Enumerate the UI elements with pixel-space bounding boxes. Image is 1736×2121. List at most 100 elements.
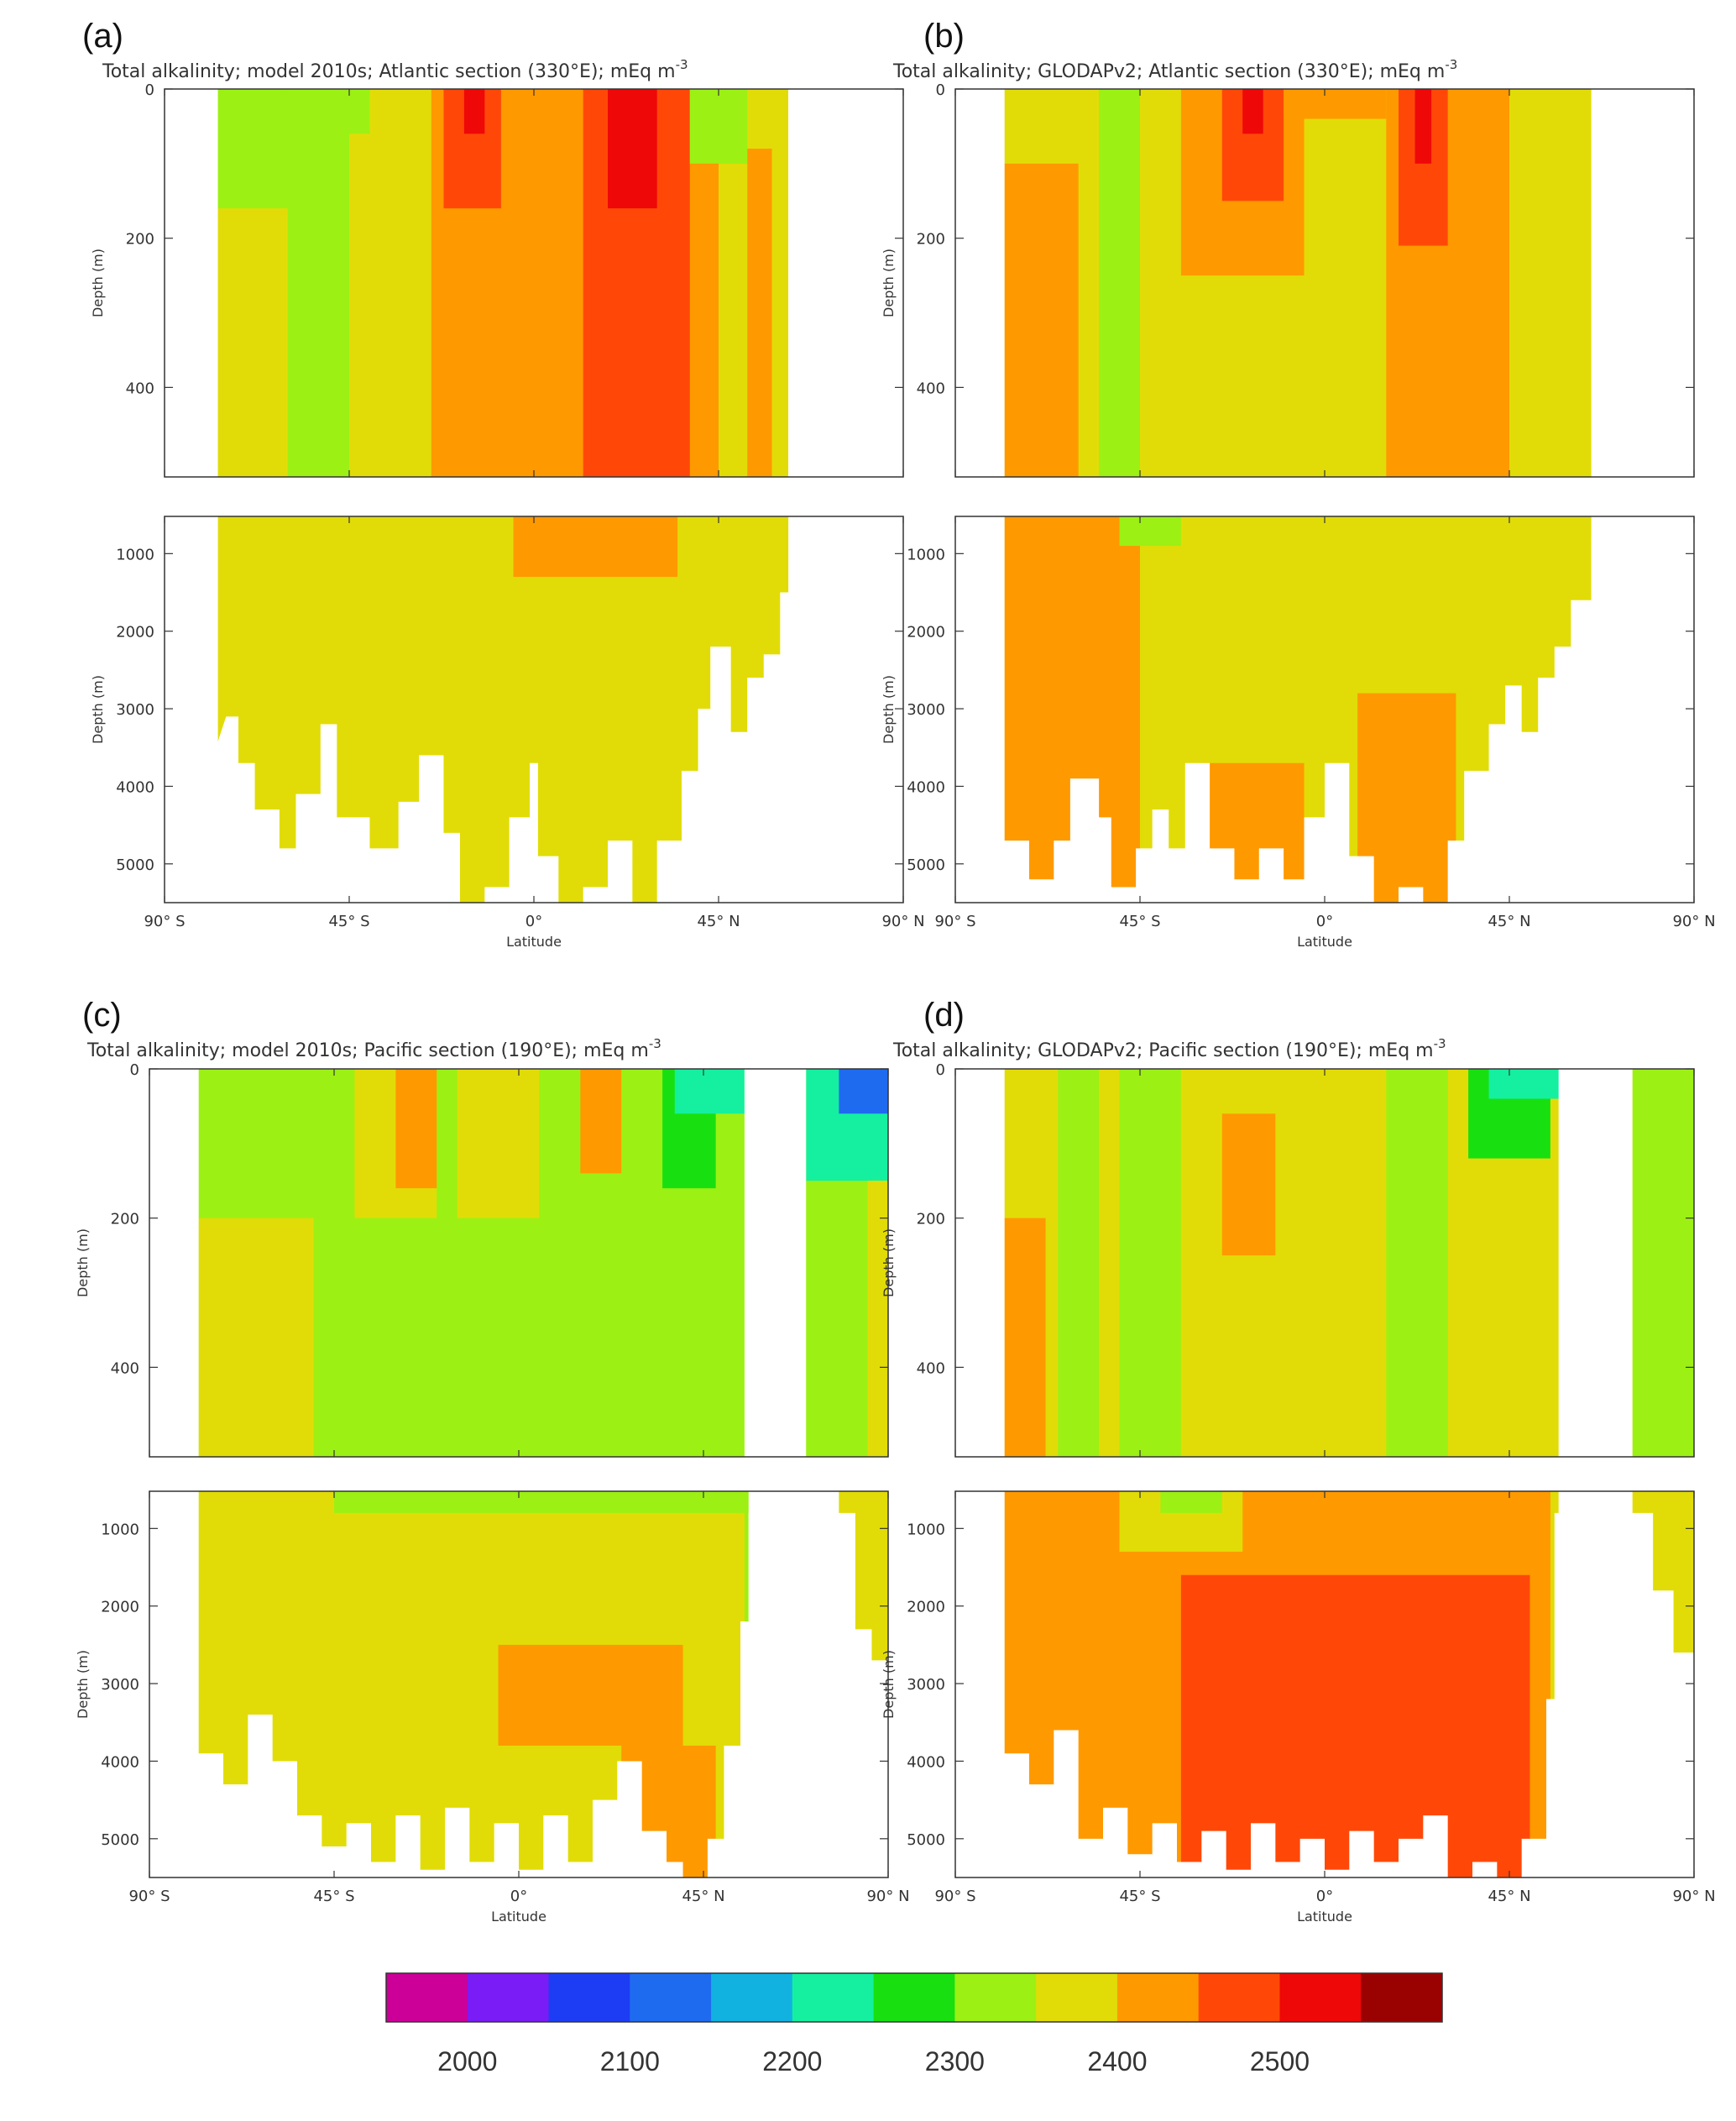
y-tick-label: 2000 — [116, 624, 154, 642]
colorbar-swatch — [1036, 1973, 1118, 2022]
field-zone — [198, 1218, 314, 1457]
colorbar-swatch — [1279, 1973, 1362, 2022]
x-axis-label: Latitude — [1297, 934, 1352, 950]
panel-title: Total alkalinity; model 2010s; Pacific s… — [86, 1036, 661, 1061]
colorbar-swatch — [1116, 1973, 1200, 2022]
colorbar-tick-label: 2200 — [762, 2046, 822, 2076]
land-mask — [1558, 1069, 1633, 1457]
panel-label: (b) — [923, 18, 965, 55]
y-tick-label: 400 — [917, 380, 945, 397]
colorbar-swatch — [630, 1973, 712, 2022]
land-mask — [165, 89, 218, 477]
field-zone — [1099, 89, 1140, 477]
field-zone — [1119, 1069, 1181, 1457]
field-zone — [689, 89, 748, 164]
y-tick-label: 1000 — [907, 1521, 945, 1538]
x-tick-label: 45° N — [697, 913, 740, 930]
x-tick-label: 90° S — [144, 913, 185, 930]
colorbar-swatch — [873, 1973, 955, 2022]
land-mask — [955, 516, 1005, 903]
y-tick-label: 3000 — [116, 701, 154, 719]
x-tick-label: 45° S — [313, 1888, 354, 1905]
x-tick-label: 90° N — [881, 913, 924, 930]
y-tick-label: 5000 — [116, 856, 154, 874]
colorbar-swatch — [711, 1973, 793, 2022]
panel-title: Total alkalinity; model 2010s; Atlantic … — [102, 57, 688, 82]
x-tick-label: 0° — [1316, 1888, 1333, 1905]
panel-label: (d) — [923, 997, 965, 1034]
field-zone — [867, 1181, 888, 1457]
title-text: Total alkalinity; model 2010s; Pacific s… — [86, 1040, 649, 1061]
y-tick-label: 1000 — [907, 546, 945, 563]
y-tick-label: 2000 — [907, 624, 945, 642]
colorbar-frame — [385, 1972, 1443, 2023]
title-exponent: -3 — [1445, 57, 1457, 72]
y-tick-label: 2000 — [101, 1599, 139, 1616]
field-zone — [498, 1644, 683, 1746]
y-tick-label: 400 — [111, 1359, 139, 1377]
colorbar-tick-label: 2400 — [1087, 2046, 1147, 2076]
x-tick-label: 45° S — [328, 913, 369, 930]
field-zone — [1004, 1218, 1046, 1457]
seafloor-mask — [956, 537, 1694, 903]
title-text: Total alkalinity; model 2010s; Atlantic … — [102, 61, 676, 82]
y-tick-label: 4000 — [907, 778, 945, 796]
y-axis-label: Depth (m) — [881, 1650, 897, 1719]
y-tick-label: 200 — [111, 1211, 139, 1228]
y-tick-label: 1000 — [116, 546, 154, 563]
colorbar-tick-label: 2500 — [1250, 2046, 1310, 2076]
colorbar-tick-label: 2100 — [600, 2046, 660, 2076]
y-tick-label: 0 — [145, 81, 154, 99]
field-zone — [839, 1069, 888, 1114]
y-tick-label: 5000 — [907, 856, 945, 874]
lower-section — [955, 516, 1694, 903]
seafloor-mask — [165, 537, 903, 903]
field-zone — [1221, 1113, 1276, 1256]
x-tick-label: 45° S — [1119, 913, 1160, 930]
field-zone — [580, 1069, 622, 1174]
y-tick-label: 400 — [917, 1359, 945, 1377]
field-zone — [1632, 1069, 1694, 1457]
y-tick-label: 200 — [126, 231, 154, 249]
panel-title: Total alkalinity; GLODAPv2; Pacific sect… — [892, 1036, 1446, 1061]
y-axis-label: Depth (m) — [881, 249, 897, 317]
field-zone — [674, 1069, 745, 1114]
colorbar: 2000 2100 2200 2300 2400 2500 — [385, 1972, 1443, 2076]
field-zone — [608, 89, 657, 209]
x-tick-label: 90° S — [128, 1888, 170, 1905]
y-tick-label: 4000 — [101, 1753, 139, 1771]
y-tick-label: 5000 — [101, 1831, 139, 1849]
upper-section — [149, 1069, 888, 1457]
x-tick-label: 90° S — [934, 1888, 975, 1905]
seafloor-mask — [149, 1512, 888, 1877]
x-tick-label: 45° N — [1488, 913, 1530, 930]
field-zone — [1119, 516, 1181, 547]
field-zone — [1386, 1069, 1448, 1457]
land-mask — [1591, 89, 1694, 477]
colorbar-swatch — [792, 1973, 875, 2022]
panel-label: (a) — [82, 18, 123, 55]
x-tick-label: 45° N — [682, 1888, 724, 1905]
field-zone — [287, 89, 349, 477]
panel-label: (c) — [82, 997, 122, 1034]
field-zone — [1180, 1574, 1530, 1877]
title-text: Total alkalinity; GLODAPv2; Atlantic sec… — [892, 61, 1445, 82]
x-axis-label: Latitude — [491, 1909, 546, 1925]
x-tick-label: 90° S — [934, 913, 975, 930]
field-zone — [1242, 89, 1263, 134]
y-axis-label: Depth (m) — [881, 675, 897, 744]
field-zone — [1414, 89, 1432, 164]
lower-section — [955, 1491, 1694, 1877]
upper-section — [955, 89, 1694, 477]
title-text: Total alkalinity; GLODAPv2; Pacific sect… — [892, 1040, 1434, 1061]
colorbar-swatch — [386, 1973, 468, 2022]
x-tick-label: 90° N — [1672, 913, 1715, 930]
panel-a: (a) Total alkalinity; model 2010s; Atlant… — [82, 18, 925, 950]
field-zone — [1004, 163, 1079, 477]
x-tick-label: 90° N — [1672, 1888, 1715, 1905]
x-tick-label: 0° — [1316, 913, 1333, 930]
panel-c: (c) Total alkalinity; model 2010s; Pacifi… — [75, 997, 910, 1925]
y-tick-label: 1000 — [101, 1521, 139, 1538]
colorbar-swatch — [548, 1973, 630, 2022]
x-tick-label: 0° — [526, 913, 542, 930]
